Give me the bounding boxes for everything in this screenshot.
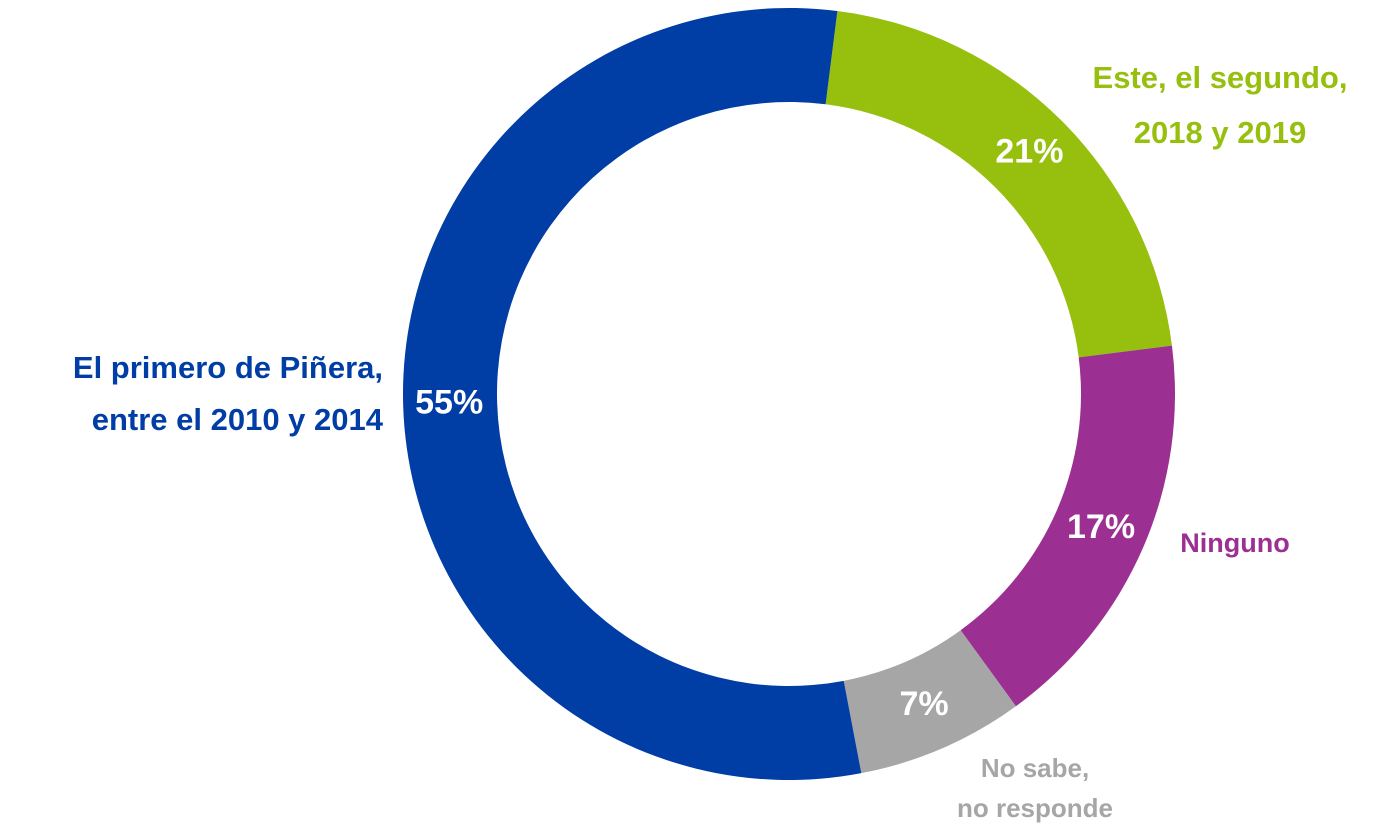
value-label: 21%	[995, 133, 1063, 171]
category-label: no responde	[957, 793, 1113, 823]
value-label: 17%	[1067, 508, 1135, 546]
category-label: Este, el segundo,	[1093, 60, 1348, 95]
donut-segment	[825, 11, 1172, 358]
category-label: Ninguno	[1180, 528, 1289, 558]
category-label: El primero de Piñera,	[73, 350, 383, 385]
category-label: entre el 2010 y 2014	[92, 402, 384, 437]
donut-segment	[960, 345, 1175, 707]
donut-segment	[402, 7, 862, 780]
value-label: 55%	[415, 384, 483, 422]
value-label: 7%	[899, 685, 948, 723]
donut-segment	[843, 630, 1016, 774]
category-label: No sabe,	[981, 753, 1089, 783]
category-label: 2018 y 2019	[1134, 115, 1306, 150]
